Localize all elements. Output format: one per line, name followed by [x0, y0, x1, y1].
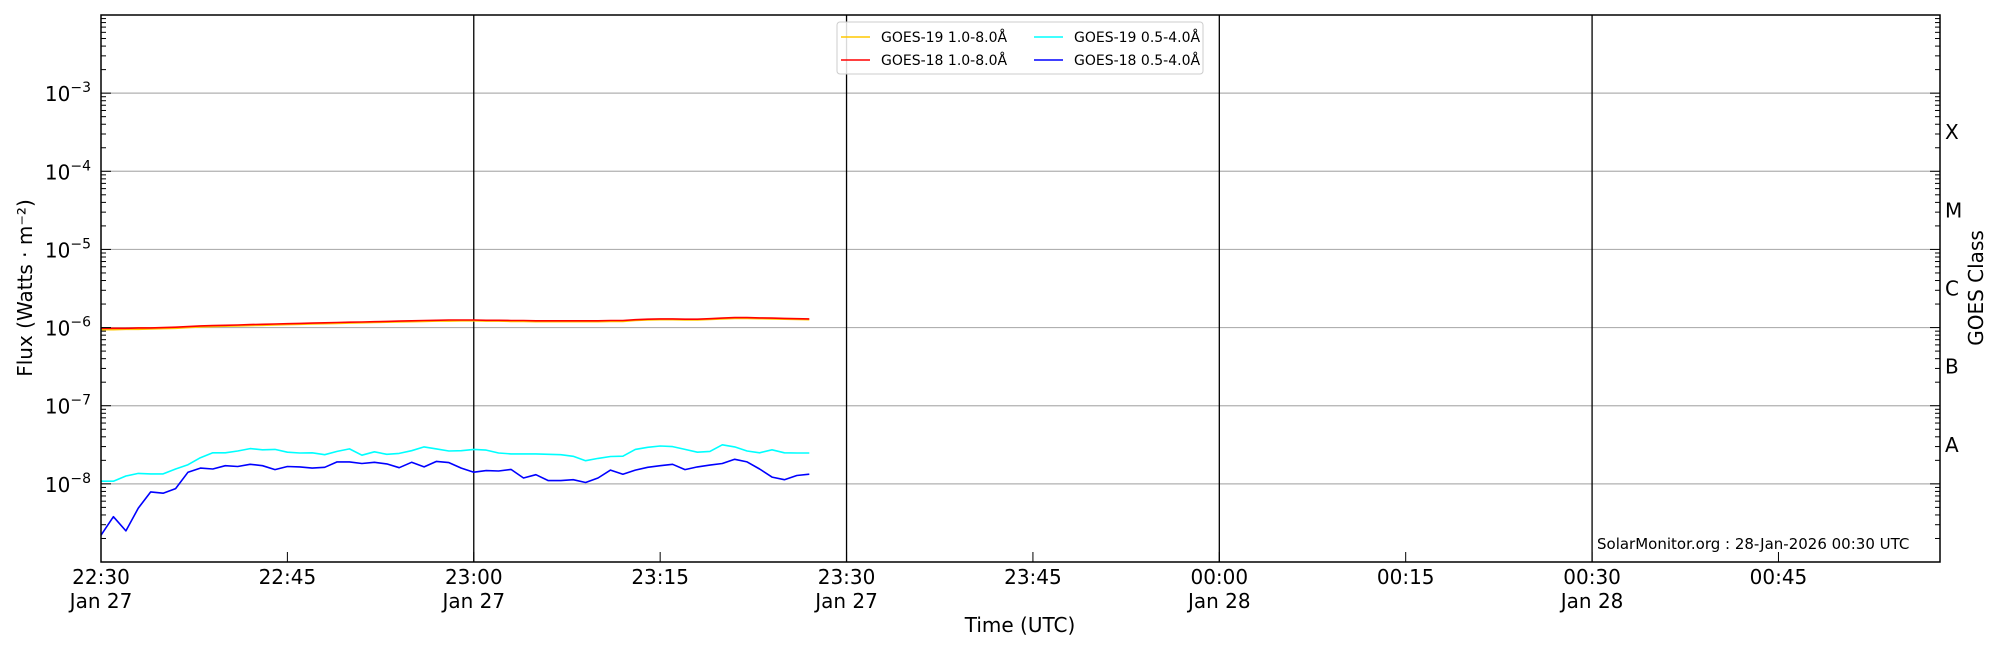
x-tick-label: 23:30: [818, 565, 876, 589]
y-tick-label: 10−8: [45, 471, 91, 497]
x-tick-label: 00:00: [1190, 565, 1248, 589]
goes-class-label: B: [1945, 355, 1959, 379]
legend-label: GOES-18 0.5-4.0Å: [1074, 52, 1200, 69]
grid: [101, 92, 1940, 485]
x-tick-date: Jan 27: [68, 589, 133, 613]
legend-label: GOES-18 1.0-8.0Å: [881, 52, 1007, 69]
x-tick-date: Jan 27: [813, 589, 878, 613]
legend-label: GOES-19 1.0-8.0Å: [881, 29, 1007, 46]
goes-class-label: M: [1945, 198, 1962, 222]
x-tick-date: Jan 27: [440, 589, 505, 613]
x-tick-label: 23:45: [1004, 565, 1062, 589]
series-lines: [100, 316, 810, 536]
series-line: [100, 458, 810, 536]
legend-label: GOES-19 0.5-4.0Å: [1074, 29, 1200, 46]
x-tick-label: 22:45: [259, 565, 317, 589]
y-tick-labels: 10−8 10−7 10−6 10−5 10−4 10−3: [45, 80, 91, 497]
x-tick-label: 00:15: [1377, 565, 1435, 589]
x-tick-label: 00:30: [1563, 565, 1621, 589]
y-tick-label: 10−3: [45, 80, 91, 106]
x-tick-date: Jan 28: [1186, 589, 1251, 613]
goes-class-label: A: [1945, 433, 1959, 457]
axis-ticks: [100, 18, 1940, 563]
legend: GOES-19 1.0-8.0Å GOES-18 1.0-8.0Å GOES-19 …: [836, 21, 1204, 75]
y-tick-label: 10−5: [45, 236, 91, 262]
x-tick-label: 22:30: [72, 565, 130, 589]
plot-frame: [100, 14, 1941, 563]
goes-class-labels: A B C M X: [1945, 120, 1962, 457]
y-tick-label: 10−4: [45, 158, 91, 184]
x-tick-label: 23:00: [445, 565, 503, 589]
y-axis-label: Flux (Watts · m⁻²): [13, 199, 37, 377]
y-tick-label: 10−6: [45, 315, 91, 341]
x-tick-label: 00:45: [1750, 565, 1808, 589]
right-axis-label: GOES Class: [1964, 230, 1988, 346]
goes-class-label: X: [1945, 120, 1959, 144]
series-line: [101, 443, 810, 483]
legend-box: [836, 21, 1204, 75]
x-tick-label: 23:15: [631, 565, 689, 589]
y-tick-label: 10−7: [45, 393, 91, 419]
day-hour-lines: [473, 15, 1593, 562]
x-tick-date: Jan 28: [1559, 589, 1624, 613]
timestamp-annotation: SolarMonitor.org : 28-Jan-2026 00:30 UTC: [1597, 535, 1909, 553]
series-line: [101, 316, 810, 330]
x-axis-label: Time (UTC): [964, 613, 1076, 637]
goes-class-label: C: [1945, 277, 1959, 301]
